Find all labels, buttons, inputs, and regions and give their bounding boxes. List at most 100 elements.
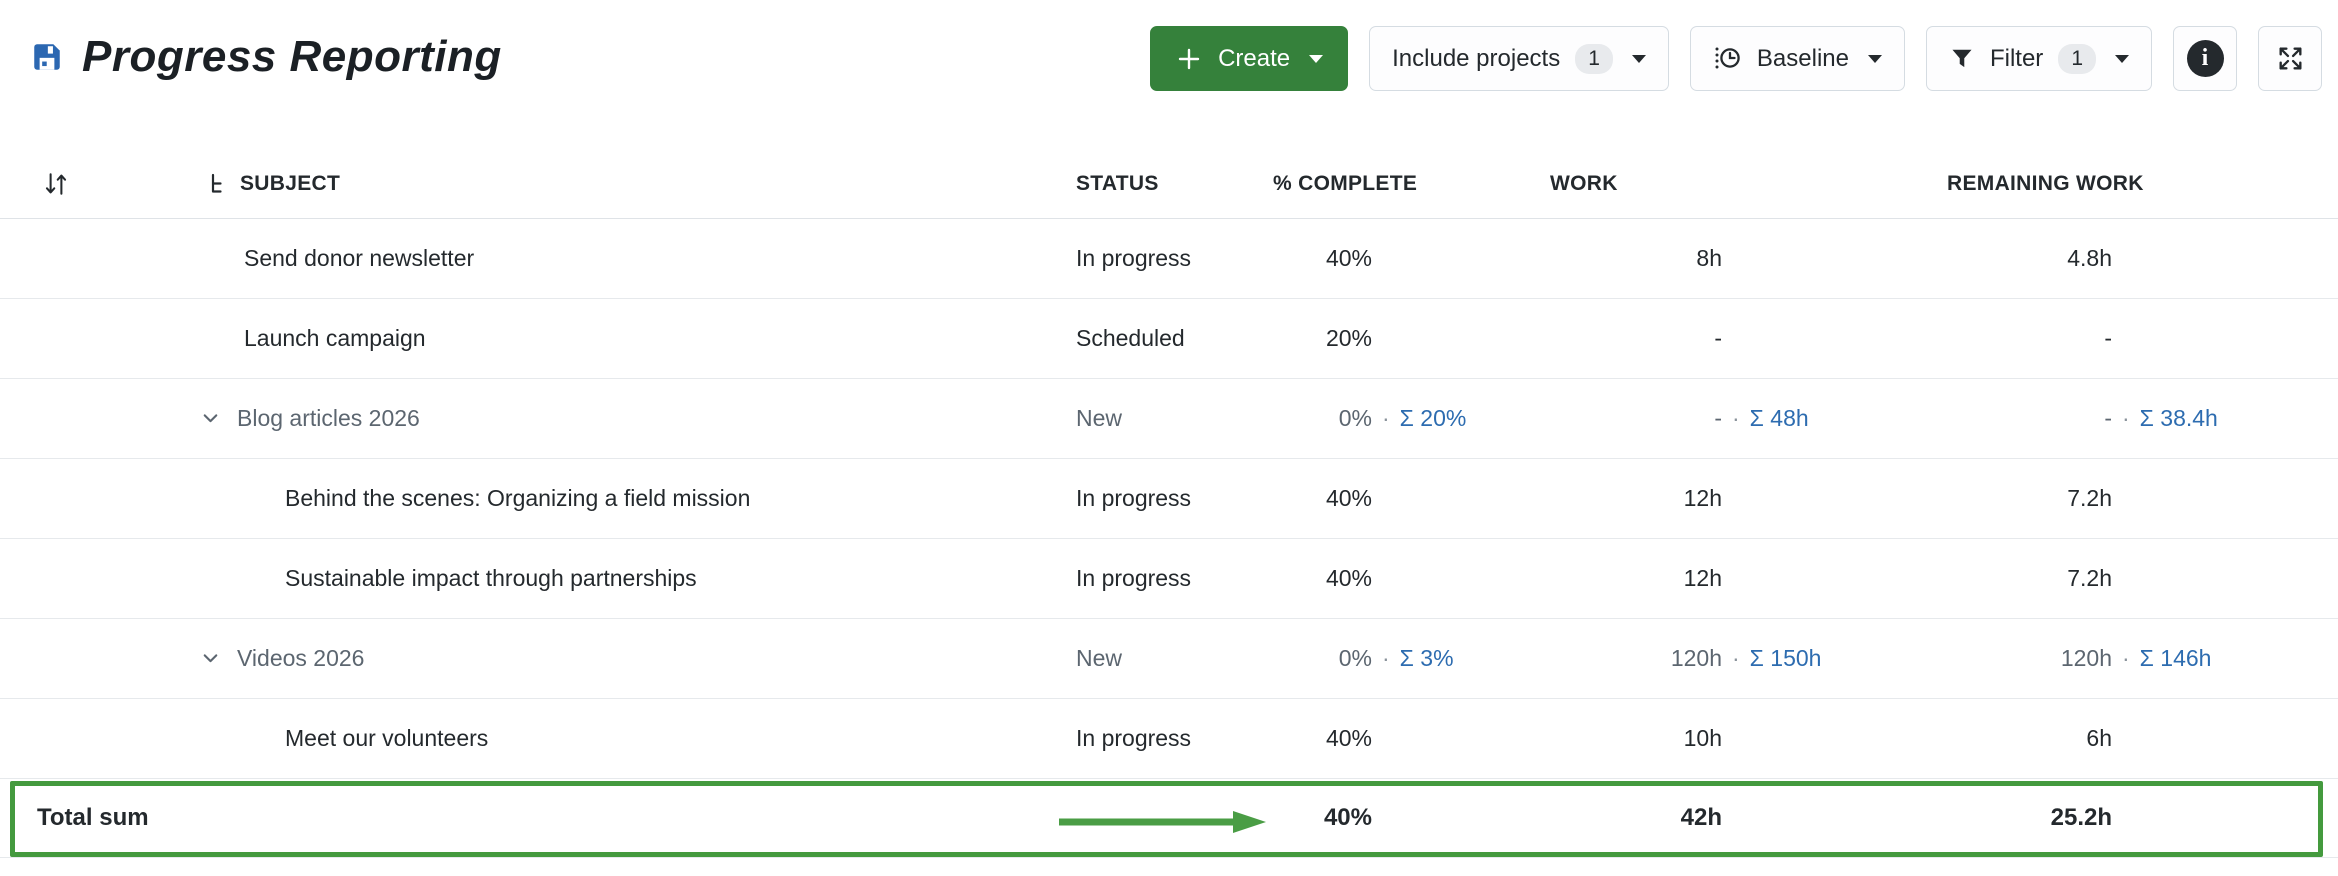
filter-count-badge: 1 (2058, 43, 2096, 74)
baseline-button[interactable]: Baseline (1689, 26, 1905, 91)
remaining-work-cell[interactable]: 7.2h (2067, 565, 2112, 591)
pct-complete-cell[interactable]: 20% (1325, 325, 1372, 351)
subject-cell[interactable]: Blog articles 2026 (0, 405, 1060, 432)
status-cell[interactable]: In progress (1076, 565, 1192, 591)
subject-cell[interactable]: Launch campaign (0, 325, 1060, 352)
total-sum-row: Total sum 40% 42h 25.2h (0, 779, 2338, 858)
table-header-row: SUBJECT STATUS % COMPLETE WORK REMAINING… (0, 150, 2338, 219)
pct-complete-cell[interactable]: 40% (1325, 565, 1372, 591)
save-icon[interactable] (30, 40, 64, 74)
filter-button[interactable]: Filter 1 (1925, 26, 2152, 91)
status-cell[interactable]: In progress (1076, 245, 1192, 271)
chevron-down-icon (1867, 54, 1882, 63)
work-packages-table: SUBJECT STATUS % COMPLETE WORK REMAINING… (0, 150, 2338, 858)
pct-sum-link[interactable]: Σ 20% (1399, 405, 1467, 431)
subject-text[interactable]: Launch campaign (244, 325, 426, 351)
sort-arrows-icon[interactable] (42, 170, 70, 198)
include-projects-button[interactable]: Include projects 1 (1369, 26, 1669, 91)
table-body: Send donor newsletter In progress 40% 8h… (0, 219, 2338, 779)
remaining-work-cell[interactable]: 6h (2086, 725, 2112, 751)
subject-column-header[interactable]: SUBJECT (240, 172, 341, 195)
title-wrap: Progress Reporting (30, 26, 502, 82)
status-column-header[interactable]: STATUS (1076, 172, 1159, 195)
work-sum-link[interactable]: Σ 48h (1749, 405, 1809, 431)
baseline-button-label: Baseline (1756, 44, 1849, 72)
total-pct-cell: 40% (1323, 804, 1372, 831)
filter-funnel-icon (1949, 46, 1975, 72)
remaining-sum-link[interactable]: Σ 38.4h (2139, 405, 2218, 431)
status-cell[interactable]: Scheduled (1076, 325, 1185, 351)
include-projects-count-badge: 1 (1575, 43, 1613, 74)
subject-text[interactable]: Blog articles 2026 (237, 405, 420, 431)
remaining-work-cell[interactable]: - (2104, 325, 2112, 351)
collapse-chevron-icon[interactable] (200, 648, 221, 669)
info-button[interactable]: i (2173, 26, 2237, 91)
filter-button-label: Filter (1989, 44, 2044, 72)
table-row[interactable]: Blog articles 2026 New 0% · Σ 20% - · Σ 48h … (0, 379, 2338, 459)
pct-complete-cell[interactable]: 40% (1325, 725, 1372, 751)
plus-icon (1175, 45, 1203, 73)
chevron-down-icon (1631, 54, 1646, 63)
expand-icon (2275, 43, 2306, 74)
remaining-sum-link[interactable]: Σ 146h (2139, 645, 2212, 671)
subject-cell[interactable]: Behind the scenes: Organizing a field mi… (0, 485, 1060, 512)
table-row[interactable]: Behind the scenes: Organizing a field mi… (0, 459, 2338, 539)
subject-text[interactable]: Meet our volunteers (285, 725, 489, 751)
chevron-down-icon (1309, 54, 1324, 63)
baseline-clock-icon (1713, 44, 1742, 73)
pct-complete-cell[interactable]: 0% · Σ 3% (1338, 645, 1454, 671)
work-column-header[interactable]: WORK (1550, 172, 1618, 195)
work-cell[interactable]: - · Σ 48h (1714, 405, 1809, 431)
table-row[interactable]: Sustainable impact through partnerships … (0, 539, 2338, 619)
subject-text[interactable]: Behind the scenes: Organizing a field mi… (285, 485, 751, 511)
pct-complete-cell[interactable]: 40% (1325, 245, 1372, 271)
total-work-cell: 42h (1680, 804, 1722, 831)
toolbar: Create Include projects 1 (1150, 26, 2322, 91)
work-cell[interactable]: 8h (1696, 245, 1722, 271)
collapse-chevron-icon[interactable] (200, 408, 221, 429)
status-cell[interactable]: New (1076, 645, 1123, 671)
remaining-work-cell[interactable]: 4.8h (2067, 245, 2112, 271)
subject-cell[interactable]: Videos 2026 (0, 645, 1060, 672)
subject-cell[interactable]: Send donor newsletter (0, 245, 1060, 272)
total-sum-label: Total sum (37, 804, 149, 831)
page-title: Progress Reporting (82, 32, 502, 81)
subject-cell[interactable]: Sustainable impact through partnerships (0, 565, 1060, 592)
remaining-work-cell[interactable]: - · Σ 38.4h (2104, 405, 2218, 431)
work-cell[interactable]: 10h (1683, 725, 1722, 751)
pct-sum-link[interactable]: Σ 3% (1399, 645, 1454, 671)
remaining-work-cell[interactable]: 7.2h (2067, 485, 2112, 511)
status-cell[interactable]: In progress (1076, 725, 1192, 751)
total-remaining-cell: 25.2h (2050, 804, 2112, 831)
subject-cell[interactable]: Meet our volunteers (0, 725, 1060, 752)
remaining-work-column-header[interactable]: REMAINING WORK (1947, 172, 2144, 195)
pct-complete-cell[interactable]: 40% (1325, 485, 1372, 511)
remaining-work-cell[interactable]: 120h · Σ 146h (2060, 645, 2212, 671)
pct-complete-column-header[interactable]: % COMPLETE (1273, 172, 1418, 195)
create-button-label: Create (1218, 44, 1291, 72)
work-cell[interactable]: 12h (1683, 565, 1722, 591)
status-cell[interactable]: New (1076, 405, 1123, 431)
table-row[interactable]: Send donor newsletter In progress 40% 8h… (0, 219, 2338, 299)
table-row[interactable]: Meet our volunteers In progress 40% 10h … (0, 699, 2338, 779)
subject-text[interactable]: Send donor newsletter (244, 245, 475, 271)
status-cell[interactable]: In progress (1076, 485, 1192, 511)
pct-complete-cell[interactable]: 0% · Σ 20% (1338, 405, 1467, 431)
work-sum-link[interactable]: Σ 150h (1749, 645, 1822, 671)
page-header: Progress Reporting Create Include projec… (0, 0, 2338, 150)
subject-header-cell[interactable]: SUBJECT (0, 150, 1060, 218)
subject-text[interactable]: Videos 2026 (237, 645, 365, 671)
create-button[interactable]: Create (1150, 26, 1349, 91)
work-cell[interactable]: 120h · Σ 150h (1670, 645, 1822, 671)
table-row[interactable]: Videos 2026 New 0% · Σ 3% 120h · Σ 150h 120h… (0, 619, 2338, 699)
work-cell[interactable]: - (1714, 325, 1722, 351)
table-row[interactable]: Launch campaign Scheduled 20% - - (0, 299, 2338, 379)
chevron-down-icon (2115, 54, 2129, 63)
subject-text[interactable]: Sustainable impact through partnerships (285, 565, 697, 591)
work-cell[interactable]: 12h (1683, 485, 1722, 511)
fullscreen-button[interactable] (2258, 26, 2322, 91)
info-icon: i (2186, 40, 2224, 77)
hierarchy-icon[interactable] (207, 172, 229, 196)
include-projects-label: Include projects (1392, 44, 1561, 72)
